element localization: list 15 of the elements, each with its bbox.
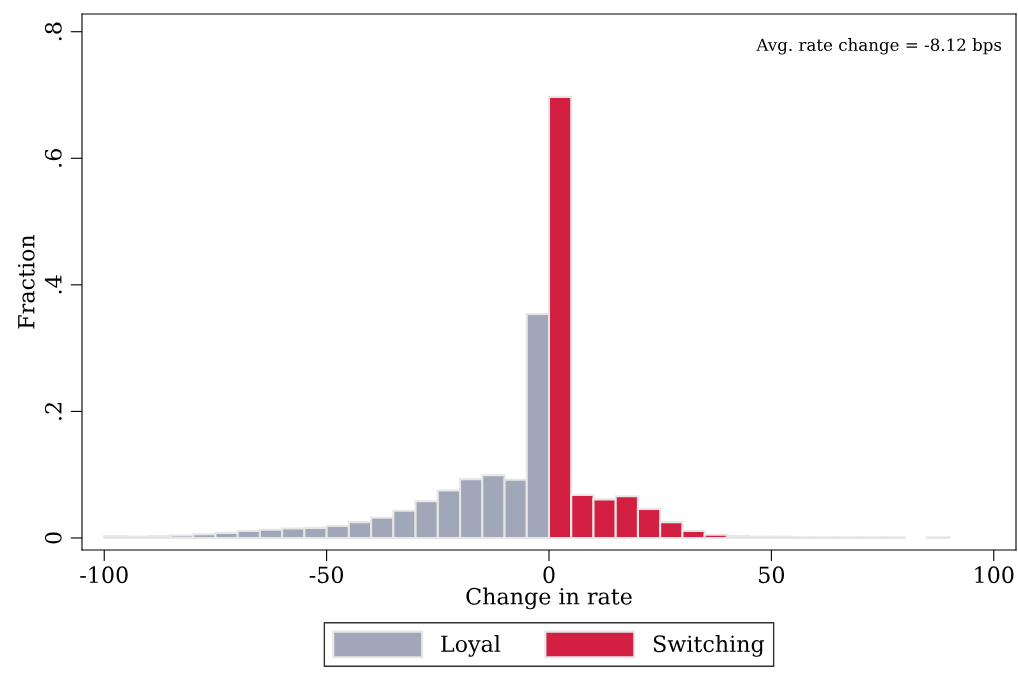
legend-label: Switching — [653, 634, 765, 657]
y-tick-label: .2 — [44, 402, 62, 420]
x-tick-label: -100 — [80, 566, 128, 584]
y-tick-label: .6 — [44, 149, 62, 167]
y-axis-title: Fraction — [17, 234, 35, 329]
x-axis-title: Change in rate — [466, 587, 632, 610]
y-tick-label: .4 — [44, 275, 62, 294]
legend-label: Loyal — [441, 634, 501, 657]
annotation: Avg. rate change = -8.12 bps — [756, 38, 1002, 55]
x-tick-label: 0 — [543, 566, 555, 584]
x-tick-label: 100 — [975, 566, 1014, 584]
x-tick-label: -50 — [309, 566, 344, 584]
y-tick-label: .8 — [44, 22, 62, 41]
y-tick-label: 0 — [44, 532, 62, 544]
x-tick-label: 50 — [759, 566, 785, 584]
